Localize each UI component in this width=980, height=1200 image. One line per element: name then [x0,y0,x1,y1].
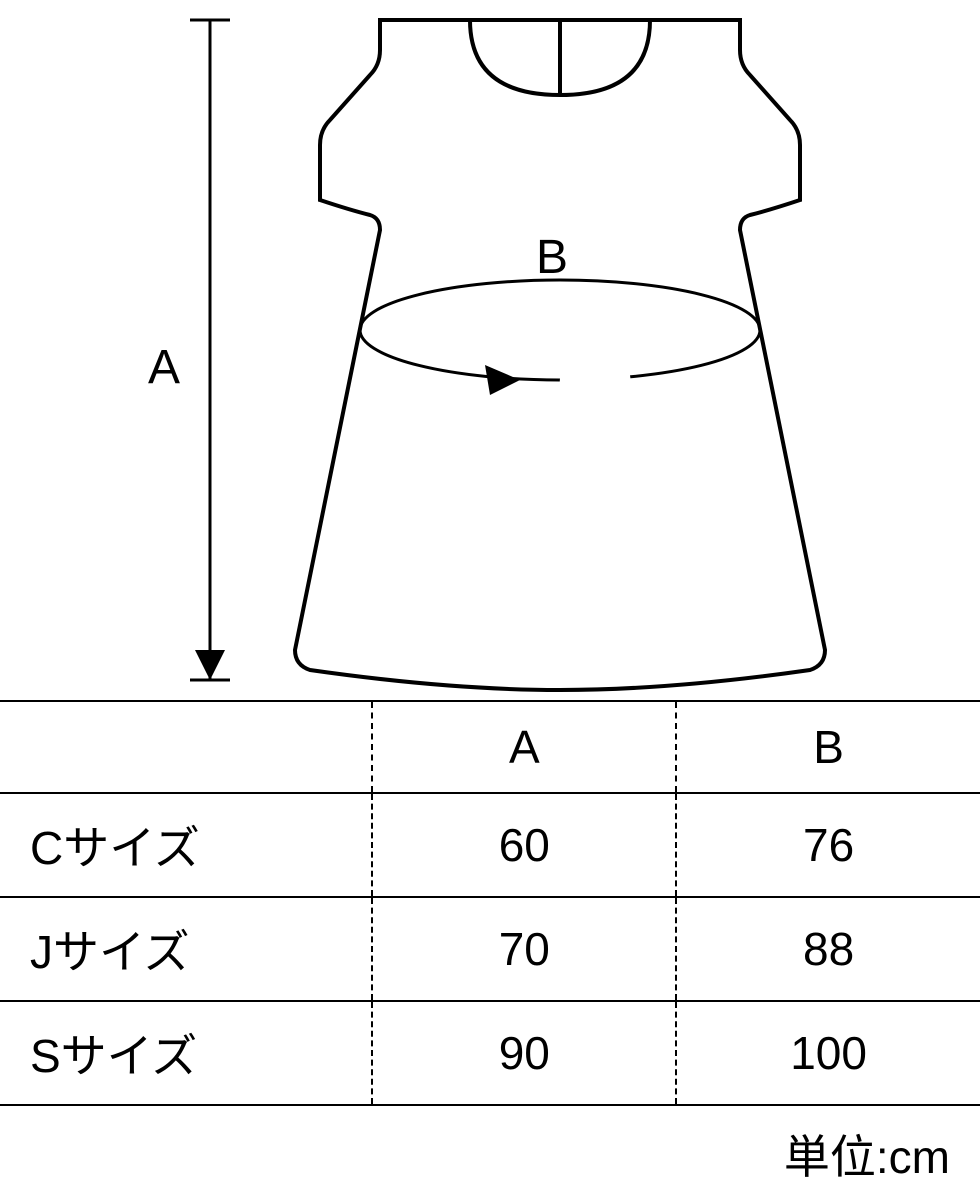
row-label: Cサイズ [0,793,372,897]
header-col-a: A [372,701,676,793]
size-table-area: A B Cサイズ 60 76 Jサイズ 70 88 Sサイズ 90 100 単位… [0,700,980,1187]
dimension-label-b: B [536,230,568,285]
table-row: Sサイズ 90 100 [0,1001,980,1105]
row-value-a: 70 [372,897,676,1001]
table-header-row: A B [0,701,980,793]
table-row: Jサイズ 70 88 [0,897,980,1001]
row-value-a: 60 [372,793,676,897]
header-col-b: B [676,701,980,793]
dimension-label-a: A [148,340,180,395]
size-table: A B Cサイズ 60 76 Jサイズ 70 88 Sサイズ 90 100 [0,700,980,1106]
table-row: Cサイズ 60 76 [0,793,980,897]
row-label: Jサイズ [0,897,372,1001]
row-value-a: 90 [372,1001,676,1105]
row-label: Sサイズ [0,1001,372,1105]
row-value-b: 88 [676,897,980,1001]
header-blank [0,701,372,793]
row-value-b: 76 [676,793,980,897]
unit-label: 単位:cm [0,1106,980,1187]
row-value-b: 100 [676,1001,980,1105]
garment-diagram: A B [0,0,980,700]
garment-svg [0,0,980,700]
